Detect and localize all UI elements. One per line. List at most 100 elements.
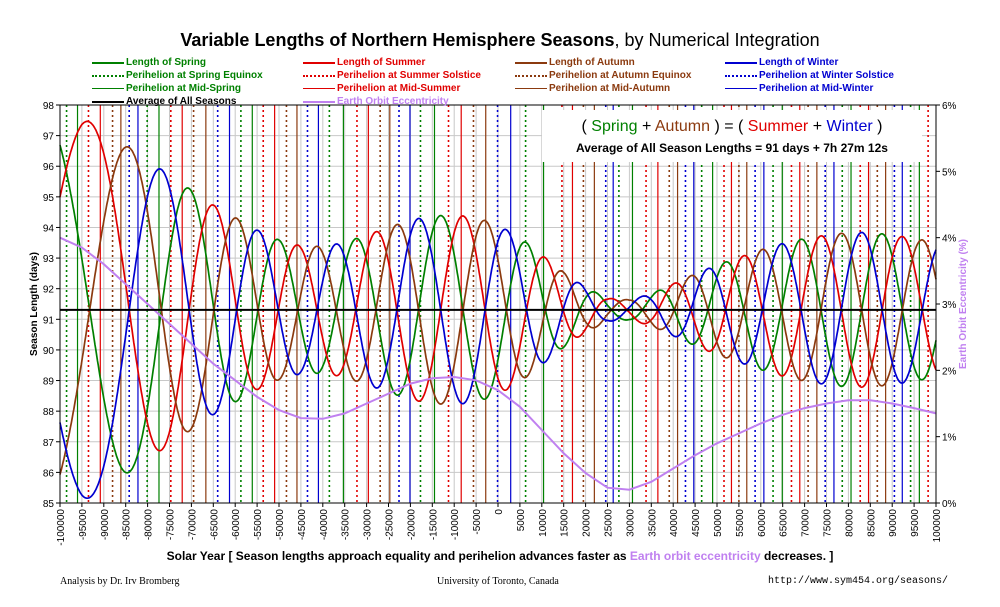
legend-label: Length of Spring: [126, 57, 206, 68]
legend-swatch: [92, 62, 124, 64]
series-line-length-of-winter: [59, 168, 937, 500]
xcap-before: Solar Year [ Season lengths approach equ…: [166, 549, 630, 563]
x-tick-label: -90000: [100, 509, 111, 541]
chart-title: Variable Lengths of Northern Hemisphere …: [0, 30, 1000, 51]
eq-spring: Spring: [591, 118, 638, 135]
footer-author: Analysis by Dr. Irv Bromberg: [60, 576, 180, 587]
x-tick-label: 90000: [888, 509, 899, 537]
legend-swatch: [303, 101, 335, 103]
x-tick-label: -45000: [297, 509, 308, 541]
eq-plus1: +: [637, 118, 655, 135]
legend-label: Perihelion at Autumn Equinox: [549, 70, 692, 81]
x-tick-label: -65000: [209, 509, 220, 541]
legend-swatch: [725, 88, 757, 89]
y-tick-label: 86: [43, 468, 55, 479]
x-tick-label: 45000: [691, 509, 702, 537]
average-season-length: Average of All Season Lengths = 91 days …: [576, 141, 888, 155]
season-equation: ( Spring + Autumn ) = ( Summer + Winter …: [542, 118, 922, 136]
y-tick-label: 87: [43, 438, 55, 449]
y2-axis-label: Earth Orbit Eccentricity (%): [958, 239, 969, 369]
y-axis-label: Season Length (days): [29, 252, 40, 356]
x-tick-label: -35000: [341, 509, 352, 541]
xcap-after: decreases. ]: [760, 549, 834, 563]
x-tick-label: -55000: [253, 509, 264, 541]
x-tick-label: -25000: [385, 509, 396, 541]
footer-url: http://www.sym454.org/seasons/: [767, 576, 948, 587]
xcap-highlight: Earth orbit eccentricity: [629, 549, 761, 563]
x-tick-label: 10000: [538, 509, 549, 537]
x-tick-label: 85000: [866, 509, 877, 537]
x-tick-label: 15000: [560, 509, 571, 537]
x-tick-label: -10000: [450, 509, 461, 541]
x-tick-label: -80000: [144, 509, 155, 541]
series-line-length-of-spring: [59, 144, 937, 474]
y-tick-label: 90: [43, 346, 55, 357]
legend-label: Perihelion at Winter Solstice: [759, 70, 894, 81]
legend-swatch: [303, 88, 335, 89]
x-tick-label: 55000: [735, 509, 746, 537]
x-tick-label: 0: [494, 509, 505, 515]
legend-label: Perihelion at Spring Equinox: [126, 70, 263, 81]
series-line-length-of-autumn: [59, 145, 937, 475]
y-tick-label: 93: [43, 254, 55, 265]
x-tick-label: 80000: [844, 509, 855, 537]
x-tick-label: -100000: [56, 509, 67, 546]
legend-label: Perihelion at Mid-Autumn: [549, 83, 671, 94]
x-tick-label: -15000: [428, 509, 439, 541]
eq-winter: Winter: [826, 118, 873, 135]
x-tick-label: 70000: [801, 509, 812, 537]
x-tick-label: 100000: [932, 509, 943, 543]
x-tick-label: 65000: [779, 509, 790, 537]
x-tick-label: -95000: [78, 509, 89, 541]
eq-plus2: +: [808, 118, 827, 135]
x-tick-label: 40000: [669, 509, 680, 537]
legend-swatch: [303, 62, 335, 64]
legend-label: Perihelion at Mid-Summer: [337, 83, 461, 94]
y2-tick-label: 6%: [942, 101, 957, 112]
legend-label: Length of Autumn: [549, 57, 635, 68]
legend-swatch: [515, 88, 547, 89]
x-tick-label: -75000: [166, 509, 177, 541]
legend-label: Perihelion at Summer Solstice: [337, 70, 481, 81]
x-tick-label: -85000: [122, 509, 133, 541]
x-tick-label: 75000: [823, 509, 834, 537]
y2-tick-label: 0%: [942, 499, 957, 510]
x-tick-label: -70000: [187, 509, 198, 541]
y2-tick-label: 5%: [942, 167, 957, 178]
x-tick-label: -30000: [363, 509, 374, 541]
legend-swatch: [725, 62, 757, 64]
y-tick-label: 97: [43, 132, 55, 143]
legend-label: Earth Orbit Eccentricity: [337, 96, 449, 107]
legend-swatch: [515, 75, 547, 77]
legend-label: Average of All Seasons: [126, 96, 237, 107]
legend-label: Perihelion at Mid-Spring: [126, 83, 242, 94]
legend-swatch: [92, 88, 124, 89]
y-tick-label: 98: [43, 101, 55, 112]
legend-label: Length of Summer: [337, 57, 426, 68]
y-tick-label: 96: [43, 162, 55, 173]
legend-swatch: [725, 75, 757, 77]
x-tick-label: -5000: [472, 509, 483, 535]
chart-title-bold: Variable Lengths of Northern Hemisphere …: [180, 30, 615, 50]
x-tick-label: -40000: [319, 509, 330, 541]
eq-mid: ) = (: [710, 118, 748, 135]
x-tick-label: 5000: [516, 509, 527, 532]
legend-swatch: [92, 101, 124, 103]
x-tick-label: 25000: [604, 509, 615, 537]
x-tick-label: 95000: [910, 509, 921, 537]
y-tick-label: 88: [43, 407, 55, 418]
eq-summer: Summer: [747, 118, 809, 135]
legend-swatch: [303, 75, 335, 77]
eq-close: ): [872, 118, 883, 135]
x-tick-label: -50000: [275, 509, 286, 541]
x-tick-label: -60000: [231, 509, 242, 541]
y2-tick-label: 3%: [942, 300, 957, 311]
x-tick-label: 60000: [757, 509, 768, 537]
x-tick-label: -20000: [406, 509, 417, 541]
y-tick-label: 85: [43, 499, 55, 510]
y-tick-label: 89: [43, 377, 55, 388]
legend-swatch: [515, 62, 547, 64]
y2-tick-label: 2%: [942, 366, 957, 377]
annotation-box: [542, 110, 922, 162]
